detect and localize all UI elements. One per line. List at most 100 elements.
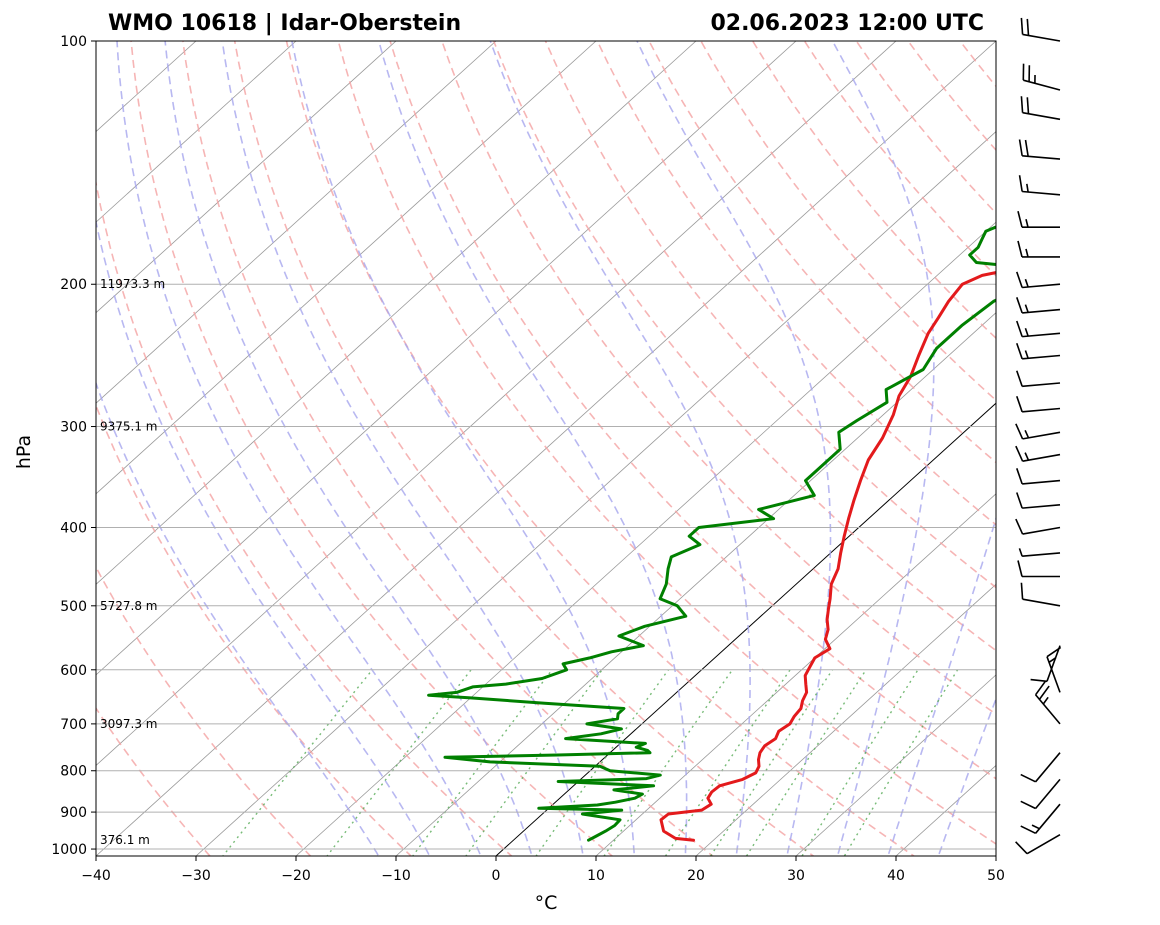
moist-adiabat <box>164 41 533 856</box>
wind-barb-staff <box>1022 111 1061 121</box>
x-axis-label: °C <box>535 892 558 914</box>
isotherm <box>96 41 597 495</box>
y-tick-label: 100 <box>60 34 87 50</box>
wind-barb <box>1016 395 1061 413</box>
isotherm <box>595 493 996 856</box>
isotherm <box>795 674 996 856</box>
isotherm <box>96 41 897 766</box>
wind-barb-staff <box>1022 332 1061 338</box>
wind-barb-staff <box>1022 479 1061 485</box>
wind-barb-staff <box>1022 407 1061 413</box>
y-tick-label: 200 <box>60 277 87 293</box>
height-label: 11973.3 m <box>100 277 165 291</box>
wind-barb <box>1015 834 1061 855</box>
y-tick-label: 400 <box>60 520 87 536</box>
wind-barb <box>1016 468 1061 485</box>
wind-barbs <box>1015 17 1062 855</box>
wind-barb <box>1017 560 1060 578</box>
wind-barb-full <box>1016 320 1023 337</box>
wind-barb-full <box>1034 680 1046 696</box>
dry-adiabat <box>855 41 996 215</box>
wind-barb-full <box>1026 97 1030 114</box>
wind-barb <box>1030 645 1061 683</box>
wind-barb-staff <box>1022 382 1061 388</box>
wind-barb-full <box>1038 685 1050 700</box>
isotherm <box>96 41 697 585</box>
temperature-profile <box>659 271 996 842</box>
x-tick-label: 10 <box>587 868 605 884</box>
wind-barb-half <box>1024 429 1030 439</box>
wind-barb <box>1016 320 1061 338</box>
wind-barb-full <box>1020 96 1024 113</box>
x-tick-label: 50 <box>987 868 1005 884</box>
isotherm <box>295 221 996 856</box>
wind-barb-half <box>1026 183 1029 193</box>
wind-barb <box>1020 582 1061 607</box>
dry-adiabat <box>441 41 996 716</box>
wind-barb-half <box>1024 278 1029 288</box>
y-axis-label: hPa <box>13 435 35 469</box>
dry-adiabat <box>96 706 211 856</box>
wind-barb <box>1016 271 1061 289</box>
isotherm <box>96 41 397 314</box>
x-tick-label: 20 <box>687 868 705 884</box>
wind-barb-staff <box>1022 154 1061 160</box>
moist-adiabat <box>291 41 636 856</box>
wind-barb-full <box>1015 423 1024 440</box>
wind-barb-full <box>1017 560 1023 577</box>
wind-barb-staff <box>1034 778 1061 810</box>
x-tick-label: 0 <box>492 868 501 884</box>
wind-barb-full <box>1015 445 1024 462</box>
wind-barb-full <box>1046 646 1062 658</box>
moist-adiabat <box>831 41 935 856</box>
wind-barb-full <box>1016 468 1023 485</box>
height-label: 5727.8 m <box>100 599 158 613</box>
wind-barb-full <box>1016 492 1023 509</box>
moist-adiabat <box>96 380 380 856</box>
wind-barb-full <box>1020 773 1036 783</box>
wind-barb-half <box>1024 350 1029 359</box>
wind-barb-full <box>1018 175 1023 192</box>
wind-barb <box>1016 492 1061 509</box>
wind-barb-half <box>1034 75 1036 84</box>
wind-barb <box>1020 752 1061 783</box>
wind-barb <box>1015 518 1061 535</box>
mixing-ratio-line <box>535 669 669 856</box>
y-tick-label: 1000 <box>51 842 87 858</box>
wind-barb-half <box>1025 248 1029 258</box>
mixing-ratio-line <box>603 669 733 856</box>
wind-barb-staff <box>1034 694 1061 725</box>
y-tick-label: 500 <box>60 599 87 615</box>
x-tick-label: 40 <box>887 868 905 884</box>
wind-barb <box>1018 548 1061 558</box>
wind-barb <box>1018 139 1061 160</box>
dry-adiabat <box>700 41 996 402</box>
wind-barb-staff <box>1046 656 1061 693</box>
wind-barb-full <box>1024 139 1029 157</box>
wind-barb <box>1018 175 1061 196</box>
wind-barb-half <box>1024 452 1030 461</box>
wind-barb-staff <box>1026 834 1061 855</box>
wind-barb-half <box>1018 548 1023 557</box>
wind-barb-staff <box>1034 803 1061 834</box>
dry-adiabat <box>130 41 614 856</box>
wind-barb-staff <box>1022 431 1061 440</box>
wind-barb-half <box>1031 824 1040 830</box>
wind-barb-full <box>1018 139 1023 156</box>
sounding-profiles <box>427 225 996 842</box>
height-labels: 376.1 m 3097.3 m 5727.8 m 9375.1 m 11973.3 m <box>100 277 165 847</box>
wind-barb <box>1016 370 1061 388</box>
wind-barb-staff <box>1023 79 1061 91</box>
plot-frame <box>95 40 997 857</box>
x-tick-label: −30 <box>181 868 211 884</box>
zero-isotherm <box>495 402 996 856</box>
dry-adiabat <box>96 403 413 856</box>
chart-subtitle: 02.06.2023 12:00 UTC <box>710 11 984 36</box>
wind-barb <box>1034 680 1061 725</box>
wind-barb <box>1015 423 1061 440</box>
dry-adiabat <box>96 178 513 856</box>
wind-barb-full <box>1030 678 1048 683</box>
x-tick-label: −10 <box>381 868 411 884</box>
wind-barb <box>1017 211 1060 228</box>
